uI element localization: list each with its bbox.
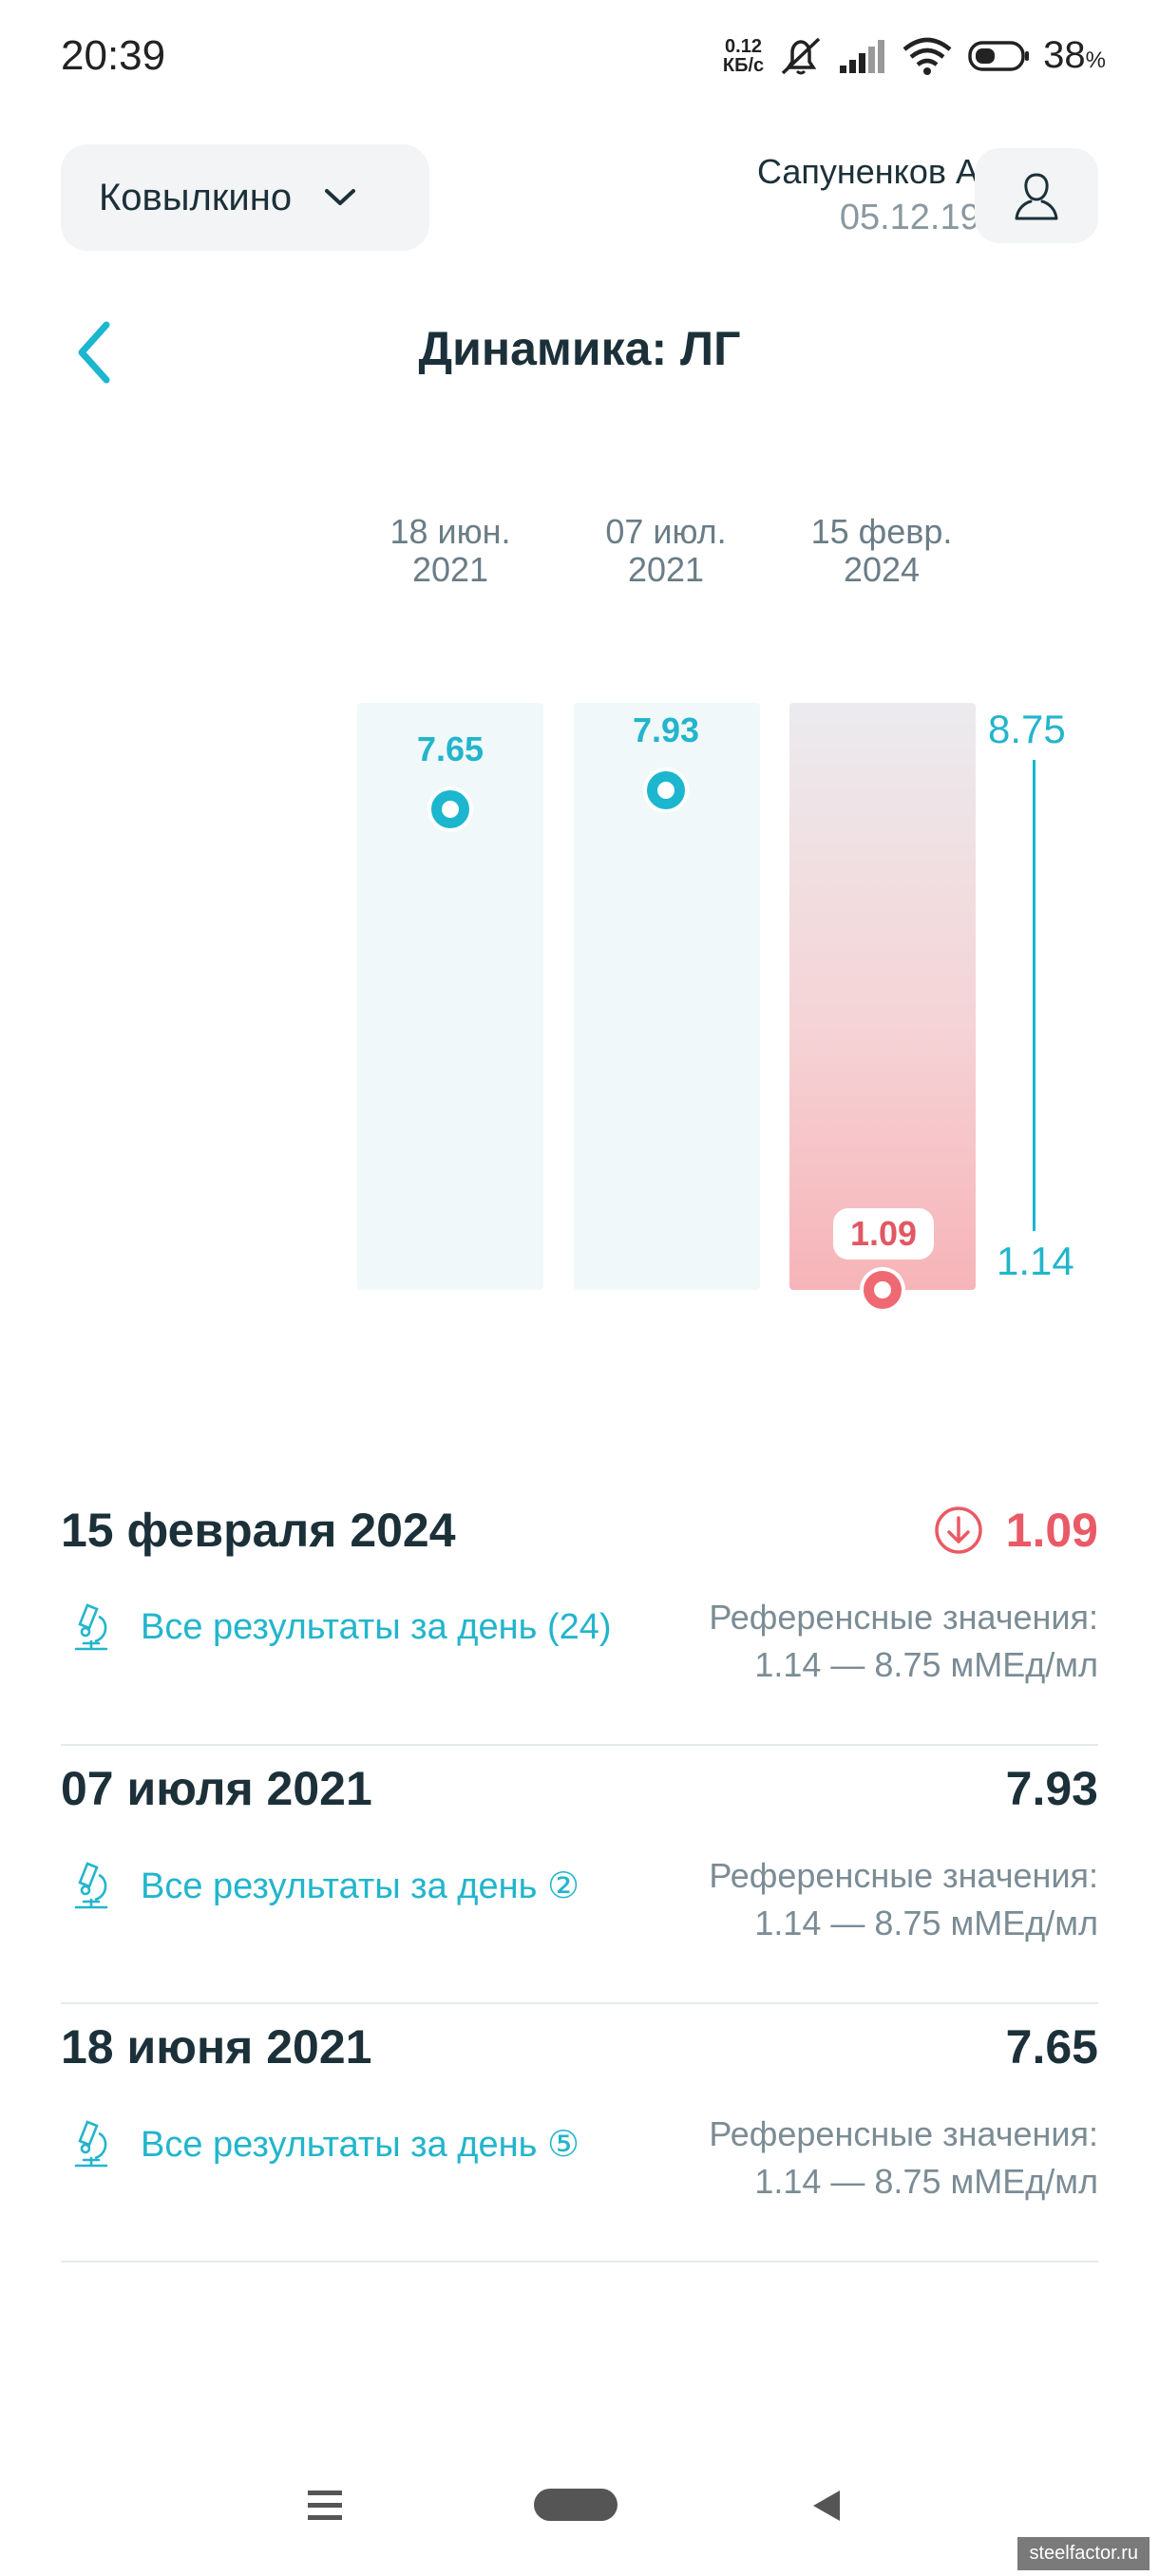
- clinic-label: Ковылкино: [99, 176, 293, 218]
- mute-icon: [781, 37, 821, 74]
- reference-range: 1.14 — 8.75 мМЕд/мл: [754, 1645, 1098, 1684]
- chart-column-selected[interactable]: [789, 703, 976, 1290]
- chart-date-line1: 15 февр.: [810, 512, 953, 551]
- reference-values: Референсные значения: 1.14 — 8.75 мМЕд/м…: [709, 2111, 1098, 2206]
- wifi-icon: [902, 37, 952, 75]
- microscope-icon: [74, 2120, 108, 2168]
- reference-values: Референсные значения: 1.14 — 8.75 мМЕд/м…: [709, 1852, 1098, 1947]
- all-results-link-label: Все результаты за день (24): [141, 1606, 612, 1647]
- microscope-icon: [74, 1862, 108, 1909]
- ref-max-label: 8.75: [988, 707, 1066, 751]
- chart-date-label: 07 июл. 2021: [571, 513, 761, 589]
- result-row: 15 февраля 2024 1.09 Все результаты за д…: [61, 1487, 1098, 1746]
- arrow-down-circle-icon: [934, 1506, 982, 1554]
- chart-point: [428, 786, 473, 832]
- menu-icon[interactable]: [306, 2487, 344, 2525]
- result-date: 18 июня 2021: [61, 2020, 372, 2074]
- page-title: Динамика: ЛГ: [418, 322, 741, 375]
- back-nav-icon[interactable]: [809, 2487, 844, 2525]
- microscope-icon: [74, 1603, 108, 1651]
- result-row: 07 июля 2021 7.93 Все результаты за день…: [61, 1746, 1098, 2004]
- chart-date-line1: 07 июл.: [605, 512, 727, 551]
- chart-value-label: 7.93: [632, 710, 700, 749]
- all-results-link-label: Все результаты за день ⑤: [141, 2124, 580, 2165]
- profile-button[interactable]: [975, 148, 1098, 243]
- network-speed-value: 0.12: [725, 35, 762, 57]
- reference-range-line: [1033, 760, 1036, 1231]
- status-time: 20:39: [61, 32, 166, 79]
- result-value-text: 7.65: [1005, 2020, 1098, 2074]
- all-results-link[interactable]: Все результаты за день ②: [70, 1860, 580, 1911]
- reference-values: Референсные значения: 1.14 — 8.75 мМЕд/м…: [709, 1594, 1098, 1689]
- reference-range: 1.14 — 8.75 мМЕд/мл: [754, 1904, 1098, 1942]
- reference-label: Референсные значения:: [709, 2114, 1098, 2153]
- all-results-link[interactable]: Все результаты за день (24): [70, 1601, 612, 1653]
- chart-value-label-low: 1.09: [833, 1208, 934, 1260]
- result-date: 07 июля 2021: [61, 1762, 372, 1815]
- result-row: 18 июня 2021 7.65 Все результаты за день…: [61, 2004, 1098, 2263]
- ref-min-label: 1.14: [997, 1239, 1074, 1283]
- result-date: 15 февраля 2024: [61, 1504, 456, 1557]
- chart-point-low: [860, 1267, 905, 1313]
- result-value-text: 1.09: [1005, 1504, 1098, 1557]
- chart-value-label: 7.65: [416, 729, 484, 768]
- result-value: 7.65: [1006, 2019, 1098, 2074]
- result-value: 7.93: [1006, 1761, 1098, 1816]
- watermark: steelfactor.ru: [1017, 2537, 1150, 2570]
- reference-label: Референсные значения:: [709, 1856, 1098, 1895]
- chart-date-line2: 2021: [627, 550, 705, 589]
- result-value-text: 7.93: [1005, 1762, 1098, 1815]
- network-speed-unit: КБ/с: [722, 54, 765, 76]
- battery-unit: %: [1085, 47, 1106, 73]
- chart-date-label: 18 июн. 2021: [355, 513, 545, 589]
- chart-date-line2: 2024: [843, 550, 921, 589]
- clinic-dropdown[interactable]: Ковылкино: [61, 144, 429, 251]
- status-bar: 20:39 0.12 КБ/с 38%: [0, 0, 1159, 123]
- status-icons: 0.12 КБ/с 38%: [723, 34, 1106, 77]
- system-nav-bar: [0, 2460, 1159, 2546]
- battery-percent: 38%: [1043, 34, 1106, 77]
- all-results-link[interactable]: Все результаты за день ⑤: [70, 2118, 580, 2169]
- battery-value: 38: [1043, 34, 1086, 76]
- back-button[interactable]: [70, 319, 118, 386]
- all-results-link-label: Все результаты за день ②: [141, 1866, 580, 1906]
- chevron-down-icon: [325, 189, 356, 205]
- battery-icon: [968, 40, 1030, 71]
- user-icon: [1015, 173, 1058, 220]
- chart-date-line2: 2021: [411, 550, 489, 589]
- home-button[interactable]: [534, 2489, 618, 2521]
- chart-date-label: 15 февр. 2024: [787, 513, 977, 589]
- reference-label: Референсные значения:: [709, 1598, 1098, 1637]
- chart-date-line1: 18 июн.: [390, 512, 511, 551]
- reference-range: 1.14 — 8.75 мМЕд/мл: [754, 2162, 1098, 2201]
- chart-point: [643, 767, 689, 813]
- result-value: 1.09: [934, 1503, 1098, 1558]
- signal-icon: [840, 39, 885, 73]
- network-speed: 0.12 КБ/с: [723, 37, 764, 75]
